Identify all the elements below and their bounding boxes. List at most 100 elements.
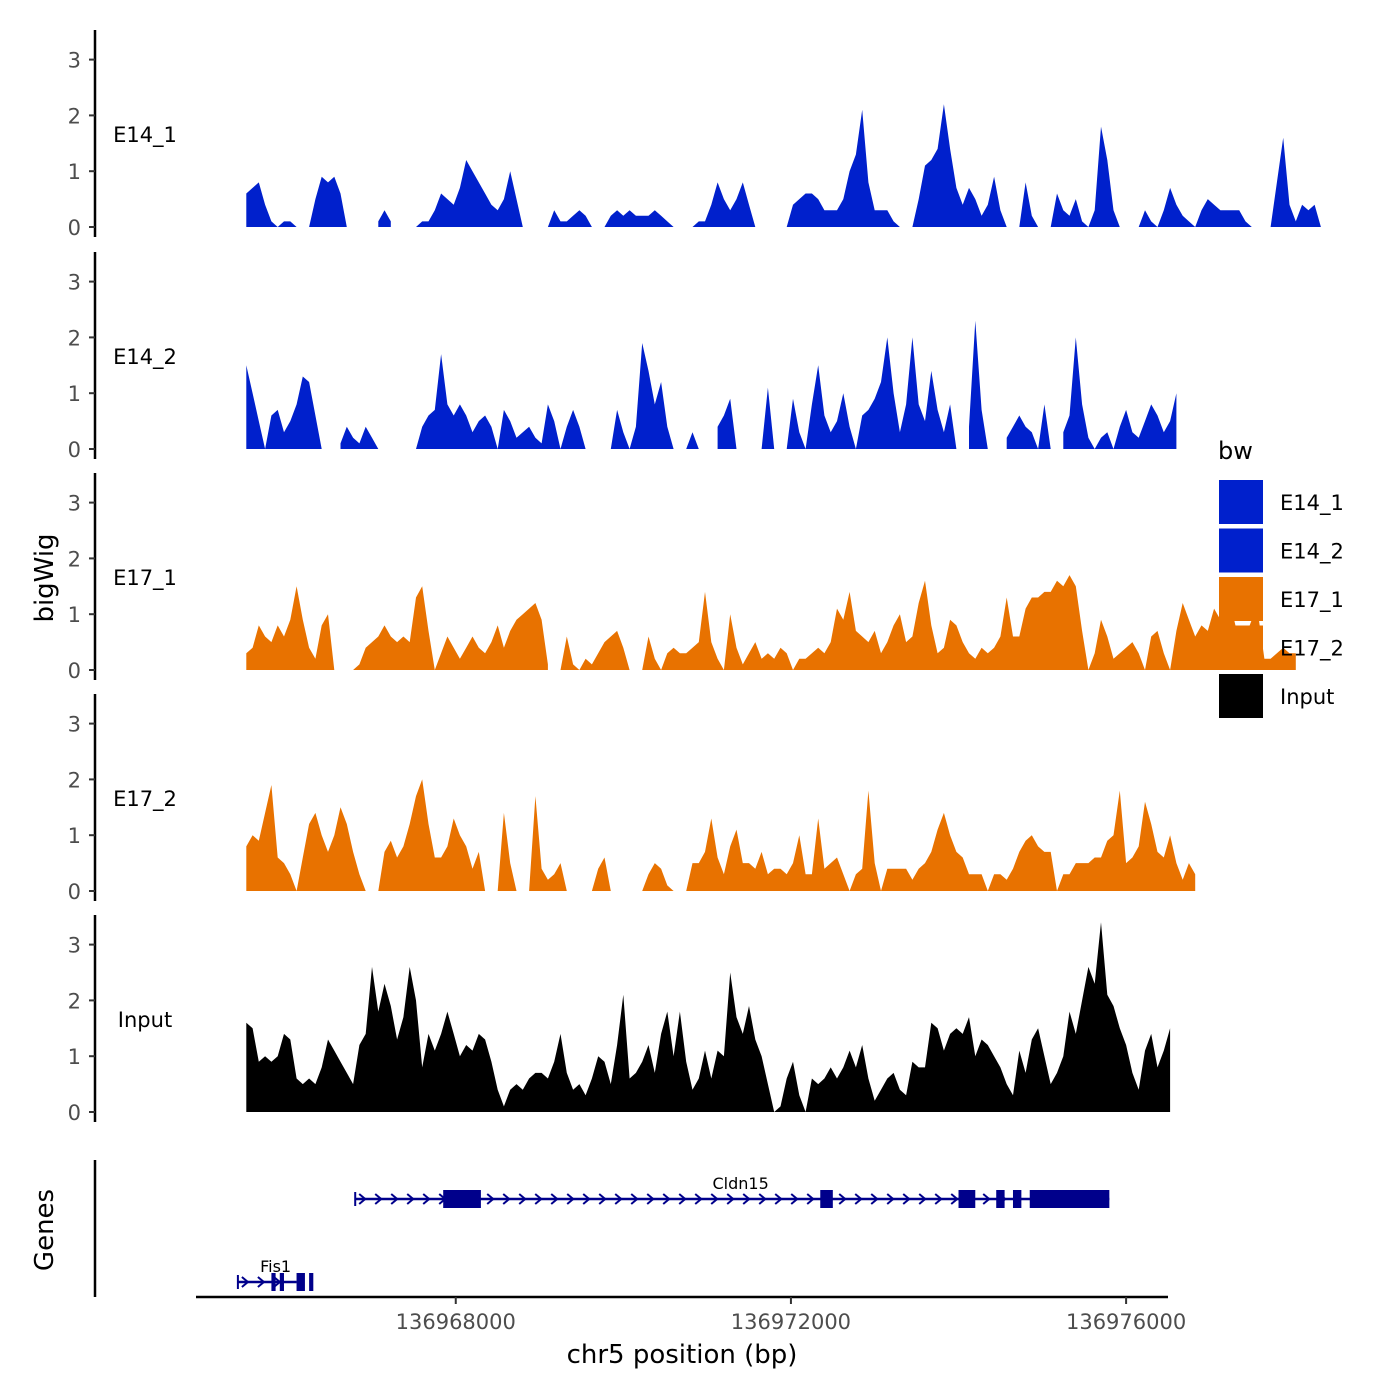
track-e17-2: 0 1 2 3 E17_2 — [68, 694, 1196, 904]
strand-chevron — [630, 1193, 639, 1205]
legend-swatch-e17-1 — [1219, 577, 1263, 621]
track-e14-1: 0 1 2 3 E14_1 — [68, 30, 1321, 240]
y-tick-label: 2 — [68, 104, 81, 128]
y-tick-label: 3 — [68, 492, 81, 516]
strand-chevron — [742, 1193, 751, 1205]
x-tick-label: 136976000 — [1066, 1310, 1186, 1334]
y-tick-label: 3 — [68, 271, 81, 295]
coverage-area-e14-2 — [717, 398, 737, 449]
strand-chevron — [358, 1193, 367, 1205]
y-tick-label: 3 — [68, 713, 81, 737]
strand-chevron — [870, 1193, 879, 1205]
coverage-area-e14-2 — [686, 432, 699, 449]
track-label-e17-1: E17_1 — [113, 566, 177, 591]
coverage-area-e17-1 — [353, 586, 548, 670]
gene-exon — [820, 1190, 833, 1208]
coverage-area-e14-2 — [610, 343, 674, 449]
strand-chevron — [598, 1193, 607, 1205]
coverage-area-e17-2 — [642, 863, 674, 891]
gene-exon — [1012, 1190, 1022, 1208]
gene-exon — [1029, 1190, 1110, 1208]
legend: bw E14_1 E14_2 E17_1 E17_2 Input — [1218, 437, 1344, 718]
strand-chevron — [934, 1193, 943, 1205]
track-label-e17-2: E17_2 — [113, 787, 177, 812]
legend-label-e14-1: E14_1 — [1280, 491, 1344, 516]
y-tick-label: 0 — [68, 659, 81, 683]
strand-chevron — [241, 1276, 250, 1288]
strand-chevron — [257, 1276, 266, 1288]
coverage-area-e14-2 — [416, 354, 586, 449]
strand-chevron — [854, 1193, 863, 1205]
legend-swatch-e14-1 — [1219, 480, 1263, 524]
coverage-area-e14-2 — [340, 426, 379, 449]
strand-chevron — [550, 1193, 559, 1205]
coverage-area-e17-1 — [246, 586, 335, 670]
strand-chevron — [486, 1193, 495, 1205]
strand-chevron — [518, 1193, 527, 1205]
y-tick-label: 1 — [68, 1045, 81, 1069]
y-tick-label: 2 — [68, 326, 81, 350]
strand-chevron — [806, 1193, 815, 1205]
strand-chevron — [662, 1193, 671, 1205]
y-tick-label: 1 — [68, 603, 81, 627]
coverage-area-e14-2 — [786, 337, 957, 449]
y-tick-label: 0 — [68, 216, 81, 240]
genes-track: Cldn15 Fis1 — [93, 1160, 1110, 1297]
y-tick-label: 2 — [68, 989, 81, 1013]
coverage-area-e14-1 — [1050, 126, 1120, 227]
strand-chevron — [614, 1193, 623, 1205]
coverage-area-e17-2 — [378, 779, 486, 891]
y-tick-label: 1 — [68, 382, 81, 406]
y-tick-label: 1 — [68, 824, 81, 848]
y-tick-label: 0 — [68, 438, 81, 462]
legend-title: bw — [1218, 437, 1253, 465]
strand-chevron — [838, 1193, 847, 1205]
strand-chevron — [902, 1193, 911, 1205]
track-input: 0 1 2 3 Input — [68, 915, 1171, 1125]
strand-chevron — [886, 1193, 895, 1205]
coverage-area-e14-1 — [692, 182, 756, 227]
gene-exon — [996, 1190, 1005, 1208]
coverage-area-e14-1 — [604, 210, 674, 227]
legend-label-e14-2: E14_2 — [1280, 540, 1344, 565]
y-tick-label: 2 — [68, 768, 81, 792]
y-tick-label: 3 — [68, 49, 81, 73]
y-tick-label: 3 — [68, 934, 81, 958]
strand-chevron — [406, 1193, 415, 1205]
gene-label-fis1: Fis1 — [260, 1257, 291, 1276]
tracks-group: 0 1 2 3 E14_1 0 1 2 3 E14_2 0 1 2 3 E17_1 0 1 2 3 E17_2 0 1 2 3… — [68, 30, 1321, 1125]
coverage-area-e14-1 — [246, 182, 297, 227]
coverage-area-e14-1 — [1138, 187, 1252, 227]
legend-label-e17-2: E17_2 — [1280, 637, 1344, 662]
gene-exon — [271, 1273, 276, 1291]
strand-chevron — [646, 1193, 655, 1205]
strand-chevron — [374, 1193, 383, 1205]
coverage-area-e17-1 — [560, 630, 630, 670]
strand-chevron — [774, 1193, 783, 1205]
strand-chevron — [710, 1193, 719, 1205]
coverage-area-e17-2 — [686, 790, 1196, 891]
y-tick-label: 2 — [68, 547, 81, 571]
coverage-area-e17-2 — [529, 796, 567, 891]
legend-label-input: Input — [1280, 685, 1334, 709]
strand-chevron — [790, 1193, 799, 1205]
y-tick-label: 0 — [68, 880, 81, 904]
legend-label-e17-1: E17_1 — [1280, 588, 1344, 613]
gene-exon — [279, 1273, 284, 1291]
coverage-area-e14-1 — [416, 160, 523, 227]
x-axis: 136968000 136972000 136976000 — [196, 1295, 1186, 1334]
legend-swatch-input — [1219, 674, 1263, 718]
coverage-area-e17-2 — [497, 812, 517, 891]
coverage-area-e14-1 — [1270, 137, 1321, 227]
track-label-e14-1: E14_1 — [113, 123, 177, 148]
gene-fis1: Fis1 — [236, 1257, 314, 1291]
track-e14-2: 0 1 2 3 E14_2 — [68, 252, 1177, 462]
gene-exon — [309, 1273, 314, 1291]
coverage-area-e14-1 — [912, 104, 1007, 227]
coverage-area-e14-2 — [1063, 337, 1177, 449]
coverage-area-e14-2 — [1006, 404, 1051, 449]
coverage-area-e14-1 — [309, 176, 347, 227]
strand-chevron — [694, 1193, 703, 1205]
gene-label-cldn15: Cldn15 — [713, 1174, 769, 1193]
y-tick-label: 1 — [68, 160, 81, 184]
